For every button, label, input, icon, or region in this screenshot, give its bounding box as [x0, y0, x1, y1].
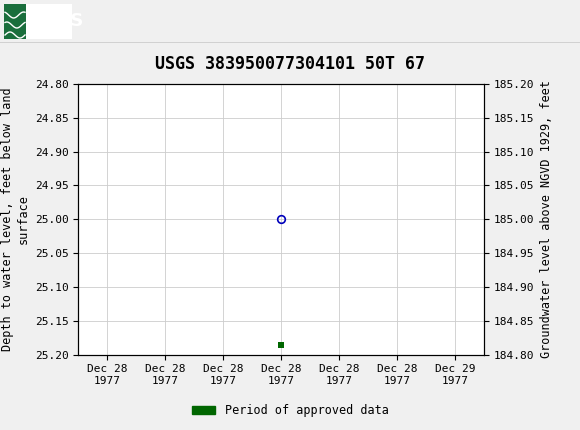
Bar — [4, 4, 26, 39]
Y-axis label: Depth to water level, feet below land
surface: Depth to water level, feet below land su… — [1, 87, 29, 351]
Y-axis label: Groundwater level above NGVD 1929, feet: Groundwater level above NGVD 1929, feet — [540, 80, 553, 358]
Text: USGS 383950077304101 50T 67: USGS 383950077304101 50T 67 — [155, 55, 425, 73]
Legend: Period of approved data: Period of approved data — [187, 399, 393, 422]
Bar — [4, 4, 72, 39]
Text: USGS: USGS — [28, 12, 84, 31]
